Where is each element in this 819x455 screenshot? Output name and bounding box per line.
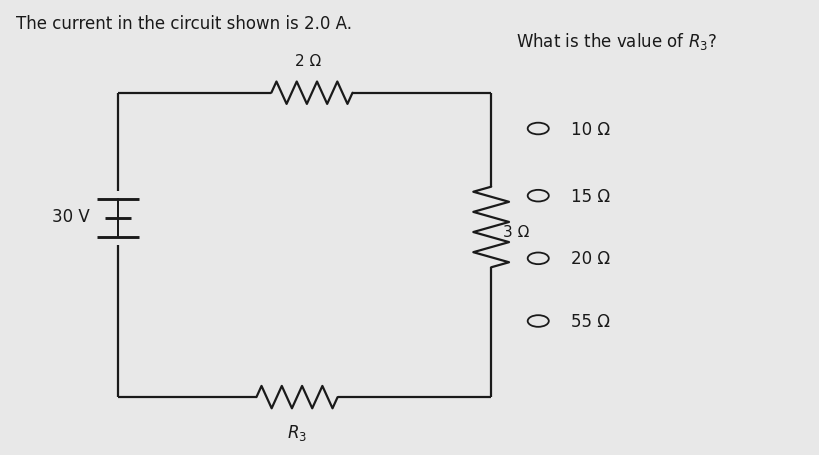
Text: 2 Ω: 2 Ω (294, 54, 320, 69)
Text: The current in the circuit shown is 2.0 A.: The current in the circuit shown is 2.0 … (16, 15, 352, 33)
Text: 20 Ω: 20 Ω (570, 250, 609, 268)
Text: $R_3$: $R_3$ (287, 422, 306, 442)
Text: 3 Ω: 3 Ω (503, 224, 529, 239)
Text: What is the value of $R_3$?: What is the value of $R_3$? (515, 31, 716, 52)
Text: 10 Ω: 10 Ω (570, 120, 609, 138)
Text: 15 Ω: 15 Ω (570, 187, 609, 205)
Text: 55 Ω: 55 Ω (570, 312, 609, 330)
Text: 30 V: 30 V (52, 207, 89, 225)
